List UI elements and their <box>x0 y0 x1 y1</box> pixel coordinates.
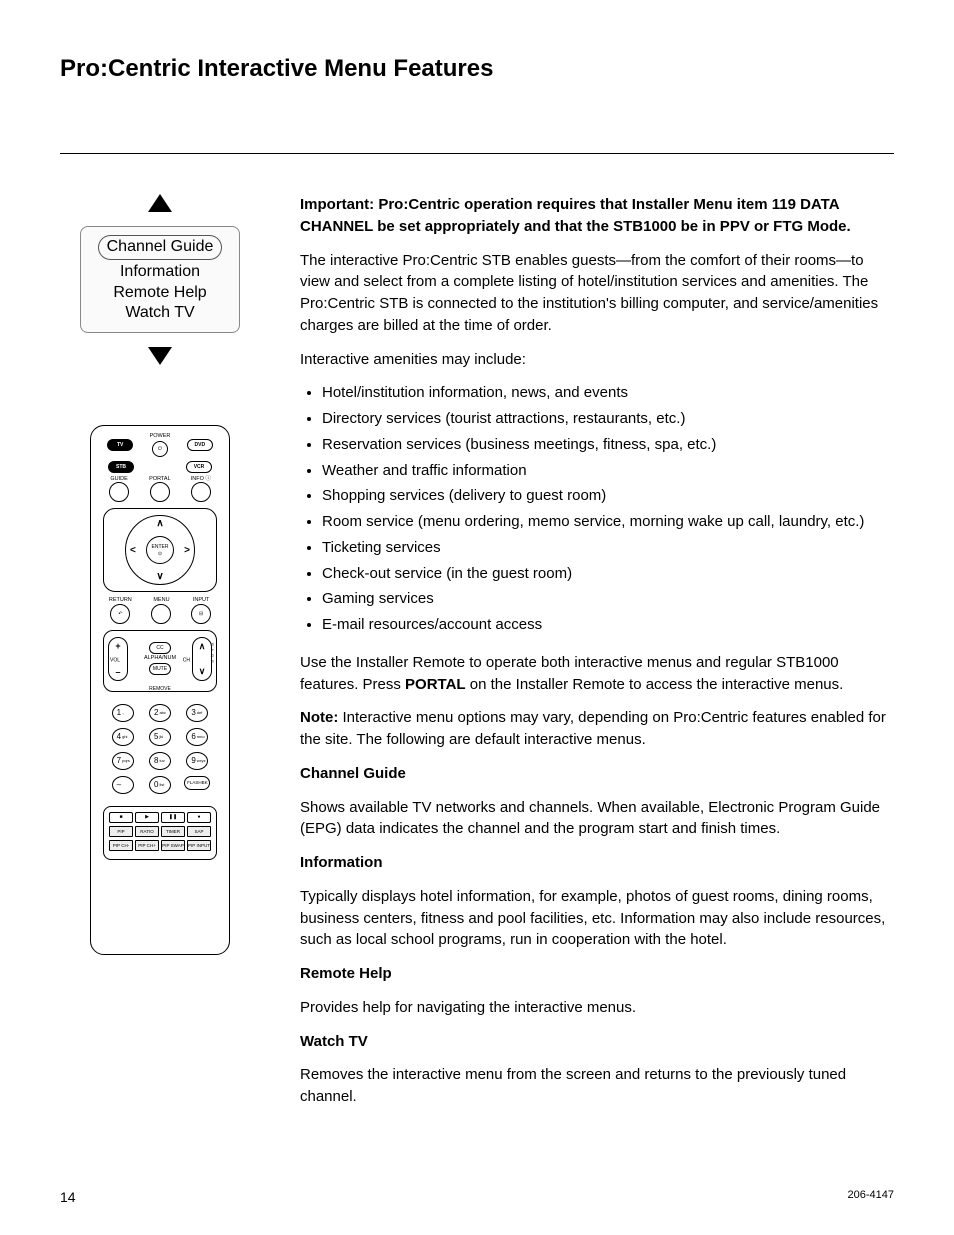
menu-item: Watch TV <box>87 303 233 324</box>
remote-stb-btn: STB <box>108 461 134 473</box>
remote-power-label: POWER <box>150 434 171 440</box>
remote-num-dash: – <box>112 776 134 794</box>
dpad-left-icon: < <box>130 545 136 556</box>
dpad-up-icon: ∧ <box>156 518 163 529</box>
page-title: Pro:Centric Interactive Menu Features <box>60 55 894 83</box>
remote-power-btn: ⏻ <box>152 441 168 457</box>
remote-num-1: 1., <box>112 704 134 722</box>
remote-num-9: 9wxyz <box>186 752 208 770</box>
remote-mute-btn: MUTE <box>149 663 171 675</box>
note-paragraph: Note: Interactive menu options may vary,… <box>300 707 894 751</box>
amenities-list: Hotel/institution information, news, and… <box>322 382 894 636</box>
list-item: E-mail resources/account access <box>322 614 894 636</box>
remote-ch-pill: ∧∨ <box>192 637 212 681</box>
list-item: Ticketing services <box>322 537 894 559</box>
remote-pipch-plus: PIP CH+ <box>135 840 159 851</box>
remote-cc-btn: CC <box>149 642 171 654</box>
section-body: Provides help for navigating the interac… <box>300 997 894 1019</box>
remote-diagram: TV POWER ⏻ DVD STB VCR GUIDE PORTAL <box>90 425 230 955</box>
remote-num-7: 7pqrs <box>112 752 134 770</box>
remote-num-6: 6mno <box>186 728 208 746</box>
section-body: Removes the interactive menu from the sc… <box>300 1064 894 1108</box>
remote-bottom-block: ■ ▶ ❚❚ ● PIP RATIO TIMER SAP PIP CH- PIP… <box>103 806 217 860</box>
important-note: Important: Pro:Centric operation require… <box>300 194 894 238</box>
remote-num-2: 2abc <box>149 704 171 722</box>
title-rule <box>60 153 894 154</box>
right-column: Important: Pro:Centric operation require… <box>300 194 894 1120</box>
menu-item: Information <box>87 262 233 283</box>
dpad-down-icon: ∨ <box>156 571 163 582</box>
remote-return-btn: ↶ <box>110 604 130 624</box>
remote-mid-block: +– VOL CC ALPHA/NUM MUTE ∧∨ CH P A G E R… <box>103 630 217 692</box>
list-item: Directory services (tourist attractions,… <box>322 408 894 430</box>
remote-input-label: INPUT <box>193 598 210 604</box>
remote-flashbk-btn: FLASHBK <box>184 776 210 790</box>
remote-pipswap: PIP SWAP <box>161 840 185 851</box>
remote-play-btn: ▶ <box>135 812 159 823</box>
remote-enter-btn: ENTER ⊙ <box>146 536 174 564</box>
remote-return-label: RETURN <box>109 598 132 604</box>
remote-guide-btn <box>109 482 129 502</box>
remote-remove-label: REMOVE <box>104 686 216 692</box>
remote-vol-label: VOL <box>110 658 120 663</box>
section-head-remote-help: Remote Help <box>300 963 894 985</box>
remote-num-4: 4ghi <box>112 728 134 746</box>
remote-pipinput: PIP INPUT <box>187 840 211 851</box>
menu-item-selected: Channel Guide <box>98 235 223 260</box>
remote-sap-btn: SAP <box>187 826 211 837</box>
remote-pip-btn: PIP <box>109 826 133 837</box>
page-footer: 14 206-4147 <box>60 1189 894 1205</box>
left-column: Channel Guide Information Remote Help Wa… <box>60 194 260 1120</box>
remote-num-5: 5jkl <box>149 728 171 746</box>
remote-tv-btn: TV <box>107 439 133 451</box>
section-head-watch-tv: Watch TV <box>300 1031 894 1053</box>
section-head-information: Information <box>300 852 894 874</box>
list-item: Room service (menu ordering, memo servic… <box>322 511 894 533</box>
intro-paragraph: The interactive Pro:Centric STB enables … <box>300 250 894 337</box>
remote-dpad: ∧ ∨ < > ENTER ⊙ <box>125 515 195 585</box>
document-number: 206-4147 <box>848 1189 895 1205</box>
remote-timer-btn: TIMER <box>161 826 185 837</box>
use-remote-paragraph: Use the Installer Remote to operate both… <box>300 652 894 696</box>
remote-pipch-minus: PIP CH- <box>109 840 133 851</box>
remote-pause-btn: ❚❚ <box>161 812 185 823</box>
remote-num-0: 0list <box>149 776 171 794</box>
section-body: Typically displays hotel information, fo… <box>300 886 894 951</box>
list-item: Gaming services <box>322 588 894 610</box>
remote-menu-label: MENU <box>153 598 169 604</box>
list-item: Hotel/institution information, news, and… <box>322 382 894 404</box>
list-item: Reservation services (business meetings,… <box>322 434 894 456</box>
triangle-up-icon <box>148 194 172 212</box>
menu-box: Channel Guide Information Remote Help Wa… <box>80 226 240 333</box>
remote-num-3: 3def <box>186 704 208 722</box>
list-item: Shopping services (delivery to guest roo… <box>322 485 894 507</box>
amenities-intro: Interactive amenities may include: <box>300 349 894 371</box>
remote-numpad: 1., 2abc 3def 4ghi 5jkl 6mno 7pqrs 8tuv … <box>99 698 221 800</box>
list-item: Check-out service (in the guest room) <box>322 563 894 585</box>
section-body: Shows available TV networks and channels… <box>300 797 894 841</box>
dpad-right-icon: > <box>184 545 190 556</box>
remote-stop-btn: ■ <box>109 812 133 823</box>
remote-ch-label: CH <box>183 658 190 663</box>
remote-rec-btn: ● <box>187 812 211 823</box>
remote-dvd-btn: DVD <box>187 439 213 451</box>
page-number: 14 <box>60 1189 76 1205</box>
remote-portal-btn <box>150 482 170 502</box>
section-head-channel-guide: Channel Guide <box>300 763 894 785</box>
remote-dpad-wrap: ∧ ∨ < > ENTER ⊙ <box>103 508 217 592</box>
remote-info-btn <box>191 482 211 502</box>
triangle-down-icon <box>148 347 172 365</box>
menu-item: Remote Help <box>87 283 233 304</box>
remote-page-label: P A G E <box>210 643 214 664</box>
remote-input-btn: ⊟ <box>191 604 211 624</box>
remote-ratio-btn: RATIO <box>135 826 159 837</box>
remote-vcr-btn: VCR <box>186 461 212 473</box>
remote-alphanum-label: ALPHA/NUM <box>144 656 176 662</box>
list-item: Weather and traffic information <box>322 460 894 482</box>
remote-num-8: 8tuv <box>149 752 171 770</box>
remote-menu-btn <box>151 604 171 624</box>
